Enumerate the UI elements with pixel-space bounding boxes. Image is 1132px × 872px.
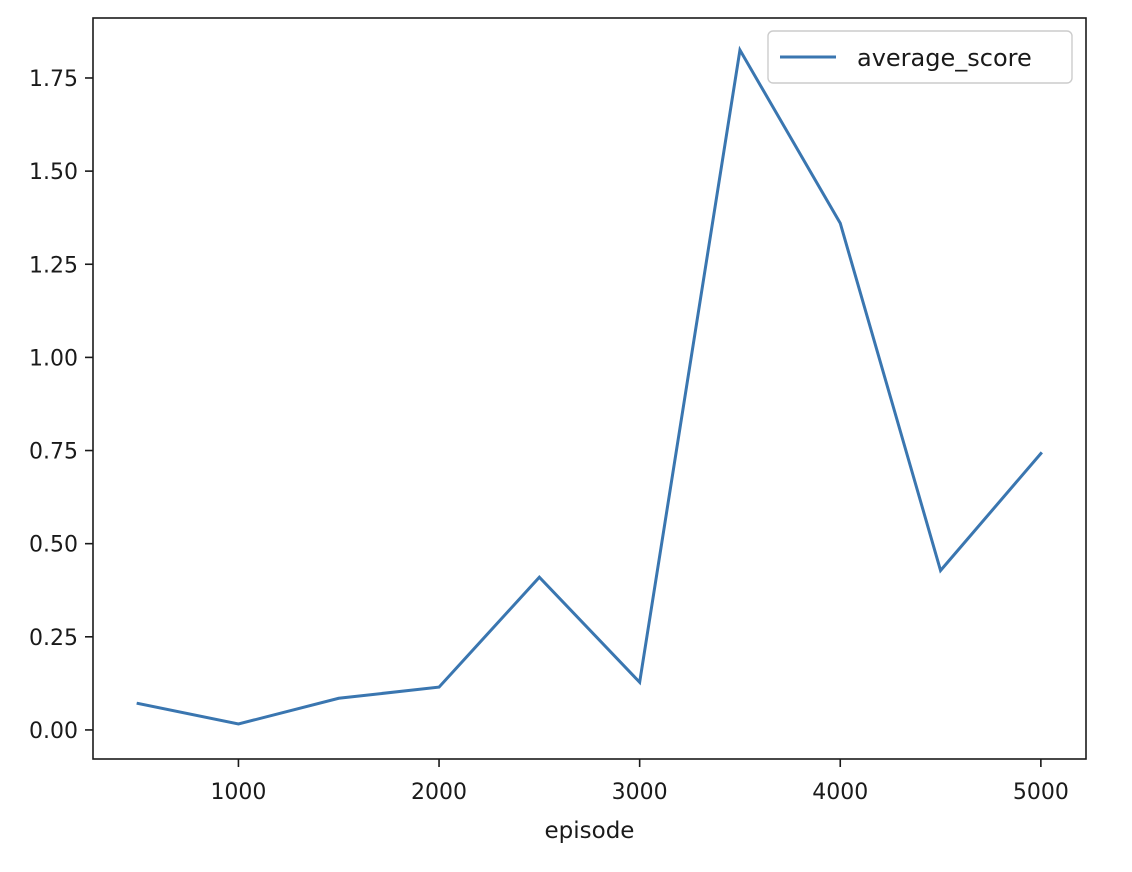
y-tick-label: 1.50 xyxy=(29,160,78,185)
y-tick-label: 0.00 xyxy=(29,719,78,744)
legend: average_score xyxy=(767,30,1073,84)
series-line-average_score xyxy=(136,45,1043,726)
y-tick-label: 0.25 xyxy=(29,626,78,651)
y-axis: 0.00 0.25 0.50 0.75 1.00 1.25 1.50 1.75 xyxy=(29,67,93,744)
plot-frame xyxy=(92,17,1087,760)
x-axis: 1000 2000 3000 4000 5000 xyxy=(210,759,1069,805)
x-tick-label: 4000 xyxy=(812,780,868,805)
x-axis-label: episode xyxy=(545,818,635,844)
x-tick-label: 3000 xyxy=(612,780,668,805)
x-tick-label: 2000 xyxy=(411,780,467,805)
y-tick-label: 1.25 xyxy=(29,253,78,278)
y-tick-label: 0.75 xyxy=(29,440,78,465)
plot-content xyxy=(136,45,1043,726)
y-tick-label: 1.75 xyxy=(29,67,78,92)
y-tick-label: 0.50 xyxy=(29,533,78,558)
x-tick-label: 1000 xyxy=(210,780,266,805)
legend-box xyxy=(767,30,1073,84)
x-tick-label: 5000 xyxy=(1013,780,1069,805)
legend-label: average_score xyxy=(857,44,1032,72)
y-tick-label: 1.00 xyxy=(29,346,78,371)
